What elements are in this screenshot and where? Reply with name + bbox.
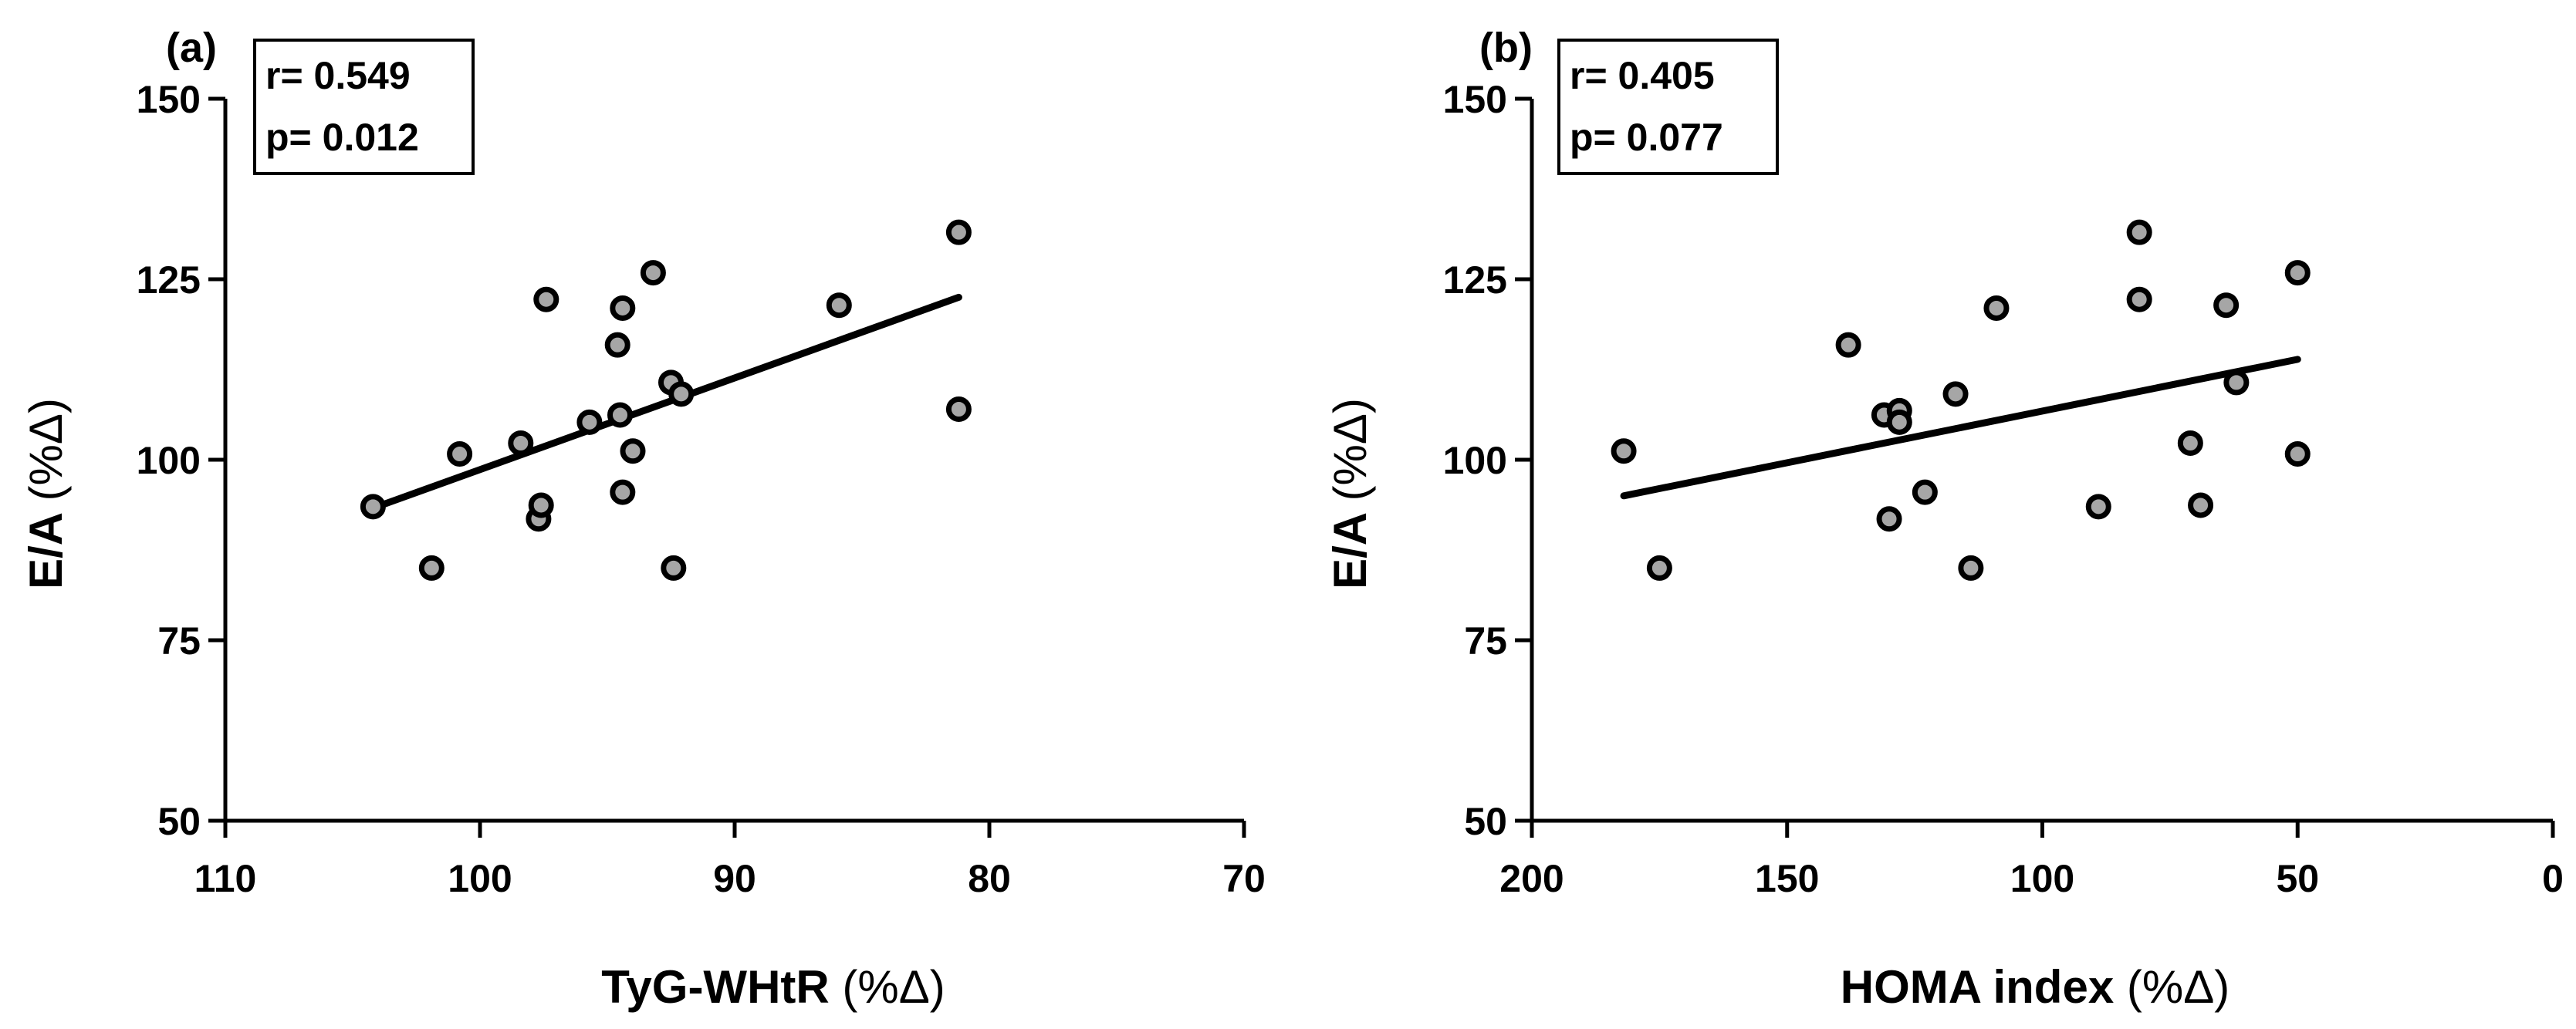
stats-box-b	[1557, 39, 1779, 175]
y-axis-label-b: E/A	[1324, 513, 1376, 589]
stat-p-a: p= 0.012	[265, 116, 419, 159]
stat-r-a: r= 0.549	[265, 54, 411, 97]
data-point-a	[620, 438, 646, 464]
x-axis-label-b: HOMA index	[1841, 961, 2114, 1013]
data-point-a	[661, 555, 687, 581]
y-tick-label-b: 100	[1443, 439, 1507, 482]
data-point-b	[2284, 260, 2311, 286]
x-tick-label-b: 200	[1499, 857, 1564, 900]
y-tick-label-a: 125	[137, 258, 201, 302]
y-tick-label-b: 50	[1464, 800, 1507, 843]
y-axis-unit-b: (%Δ)	[1324, 398, 1376, 501]
data-point-b	[2126, 286, 2152, 312]
data-point-b	[2188, 492, 2214, 518]
x-axis-title-a: TyG-WHtR (%Δ)	[601, 961, 945, 1013]
regression-line-a	[369, 293, 962, 512]
data-point-a	[607, 402, 633, 428]
data-point-b	[2223, 369, 2250, 396]
data-point-a	[610, 295, 636, 321]
data-point-a	[508, 430, 534, 456]
data-point-a	[945, 396, 972, 422]
data-point-b	[1942, 381, 1969, 407]
y-axis-label-a: E/A	[20, 513, 72, 589]
y-axis-title-a: E/A (%Δ)	[20, 398, 72, 589]
data-point-a	[528, 492, 554, 518]
data-point-b	[1835, 332, 1861, 358]
data-point-b	[2085, 494, 2111, 520]
data-point-a	[945, 219, 972, 245]
x-tick-label-b: 50	[2276, 857, 2319, 900]
y-tick-label-a: 100	[137, 439, 201, 482]
data-point-b	[1646, 555, 1672, 581]
stat-p-b: p= 0.077	[1570, 116, 1723, 159]
data-point-b	[1611, 438, 1637, 464]
data-point-a	[418, 555, 445, 581]
x-axis-unit-a: (%Δ)	[842, 961, 945, 1013]
x-tick-label-b: 150	[1755, 857, 1819, 900]
x-axis-label-a: TyG-WHtR	[601, 961, 830, 1013]
x-tick-label-a: 90	[713, 857, 756, 900]
panel-label-b: (b)	[1479, 25, 1533, 71]
data-point-b	[1958, 555, 1984, 581]
data-point-a	[360, 494, 386, 520]
data-point-a	[826, 292, 852, 319]
y-tick-label-a: 50	[157, 800, 201, 843]
x-tick-label-b: 100	[2010, 857, 2074, 900]
data-point-a	[533, 286, 559, 312]
data-point-b	[1876, 506, 1902, 532]
data-point-a	[576, 409, 603, 435]
data-point-b	[1886, 409, 1912, 435]
data-point-b	[2177, 430, 2203, 456]
regression-line-b	[1620, 356, 2301, 500]
y-axis-unit-a: (%Δ)	[20, 398, 72, 501]
y-tick-label-b: 75	[1464, 619, 1507, 663]
stat-r-b: r= 0.405	[1570, 54, 1715, 97]
x-axis-title-b: HOMA index (%Δ)	[1841, 961, 2230, 1013]
x-axis-unit-b: (%Δ)	[2127, 961, 2229, 1013]
y-tick-label-a: 150	[137, 78, 201, 121]
x-tick-label-b: 0	[2542, 857, 2564, 900]
panel-a: (a) r= 0.549 p= 0.012 E/A (%Δ) TyG-WHtR …	[20, 25, 1266, 1013]
data-point-a	[604, 332, 630, 358]
data-point-b	[2126, 219, 2152, 245]
data-point-a	[447, 441, 473, 467]
y-tick-label-b: 150	[1443, 78, 1507, 121]
data-point-b	[1912, 479, 1938, 505]
data-point-a	[640, 260, 666, 286]
data-point-b	[1983, 295, 2010, 321]
data-point-b	[2284, 441, 2311, 467]
data-point-b	[2213, 292, 2240, 319]
data-point-a	[610, 479, 636, 505]
panel-b: (b) r= 0.405 p= 0.077 E/A (%Δ) HOMA inde…	[1324, 25, 2564, 1013]
data-point-a	[668, 381, 695, 407]
stats-box-a	[253, 39, 475, 175]
y-axis-title-b: E/A (%Δ)	[1324, 398, 1376, 589]
x-tick-label-a: 110	[194, 857, 257, 900]
x-tick-label-a: 70	[1222, 857, 1266, 900]
x-tick-label-a: 100	[448, 857, 512, 900]
x-tick-label-a: 80	[968, 857, 1011, 900]
y-tick-label-a: 75	[157, 619, 201, 663]
y-tick-label-b: 125	[1443, 258, 1507, 302]
panel-label-a: (a)	[166, 25, 217, 71]
